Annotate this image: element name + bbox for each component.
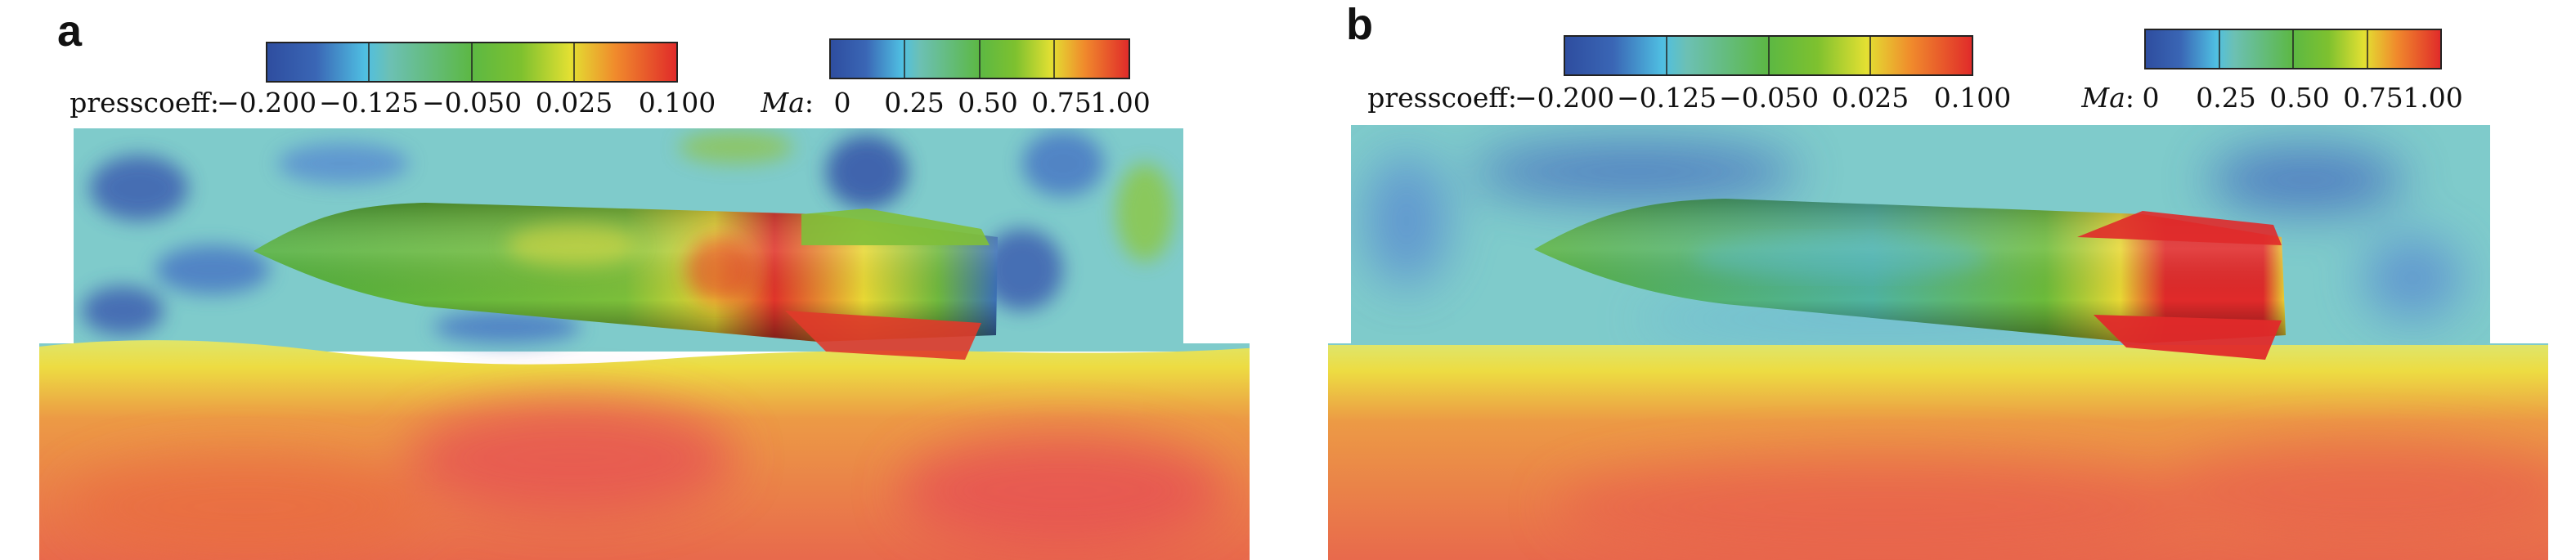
mach-label: Ma: — [2080, 82, 2134, 114]
flow-field — [1328, 125, 2548, 560]
panel-b: b presscoeff: −0.200 −0.125 −0.050 0.025… — [1328, 0, 2548, 560]
mach-sep: : — [805, 87, 814, 119]
tick-label: 1.00 — [2403, 82, 2462, 114]
tick-label: 0 — [2143, 82, 2160, 114]
presscoeff-colorbar: presscoeff: −0.200 −0.125 −0.050 0.025 0… — [1367, 35, 2011, 114]
missile-hull — [1534, 199, 2286, 360]
tick-label: 0.75 — [1031, 87, 1091, 119]
tick-label: 0.50 — [2269, 82, 2329, 114]
tick-label: 0.75 — [2343, 82, 2403, 114]
mach-colorbar: Ma: 0 0.25 0.50 0.75 1.00 — [760, 38, 1151, 119]
tick-label: 0.100 — [639, 87, 716, 119]
tick-label: 0.025 — [1832, 82, 1909, 114]
tick-label: 0.025 — [536, 87, 613, 119]
panel-a: a presscoeff: −0.200 −0.125 −0.050 0.025… — [39, 7, 1250, 560]
tick-label: 0.50 — [958, 87, 1017, 119]
tick-label: 0.100 — [1934, 82, 2011, 114]
presscoeff-colorbar: presscoeff: −0.200 −0.125 −0.050 0.025 0… — [70, 42, 716, 119]
tick-label: −0.050 — [422, 87, 522, 119]
tick-label: −0.200 — [217, 87, 316, 119]
mach-symbol: Ma — [2080, 82, 2125, 114]
tick-label: −0.050 — [1719, 82, 1819, 114]
presscoeff-label: presscoeff: — [70, 87, 219, 119]
tick-label: −0.200 — [1515, 82, 1614, 114]
tick-label: −0.125 — [319, 87, 419, 119]
tick-label: 0.25 — [884, 87, 944, 119]
mach-symbol: Ma — [760, 87, 804, 119]
tick-label: −0.125 — [1617, 82, 1717, 114]
tick-label: 0.25 — [2196, 82, 2255, 114]
flow-field — [39, 128, 1250, 560]
missile-hull — [254, 203, 998, 360]
tick-label: 0 — [834, 87, 851, 119]
mach-colorbar: Ma: 0 0.25 0.50 0.75 1.00 — [2080, 29, 2463, 114]
tick-label: 1.00 — [1090, 87, 1150, 119]
mach-sep: : — [2125, 82, 2134, 114]
mach-label: Ma: — [760, 87, 814, 119]
presscoeff-label: presscoeff: — [1367, 82, 1517, 114]
panel-label: b — [1346, 0, 1373, 49]
panel-label: a — [57, 7, 83, 56]
